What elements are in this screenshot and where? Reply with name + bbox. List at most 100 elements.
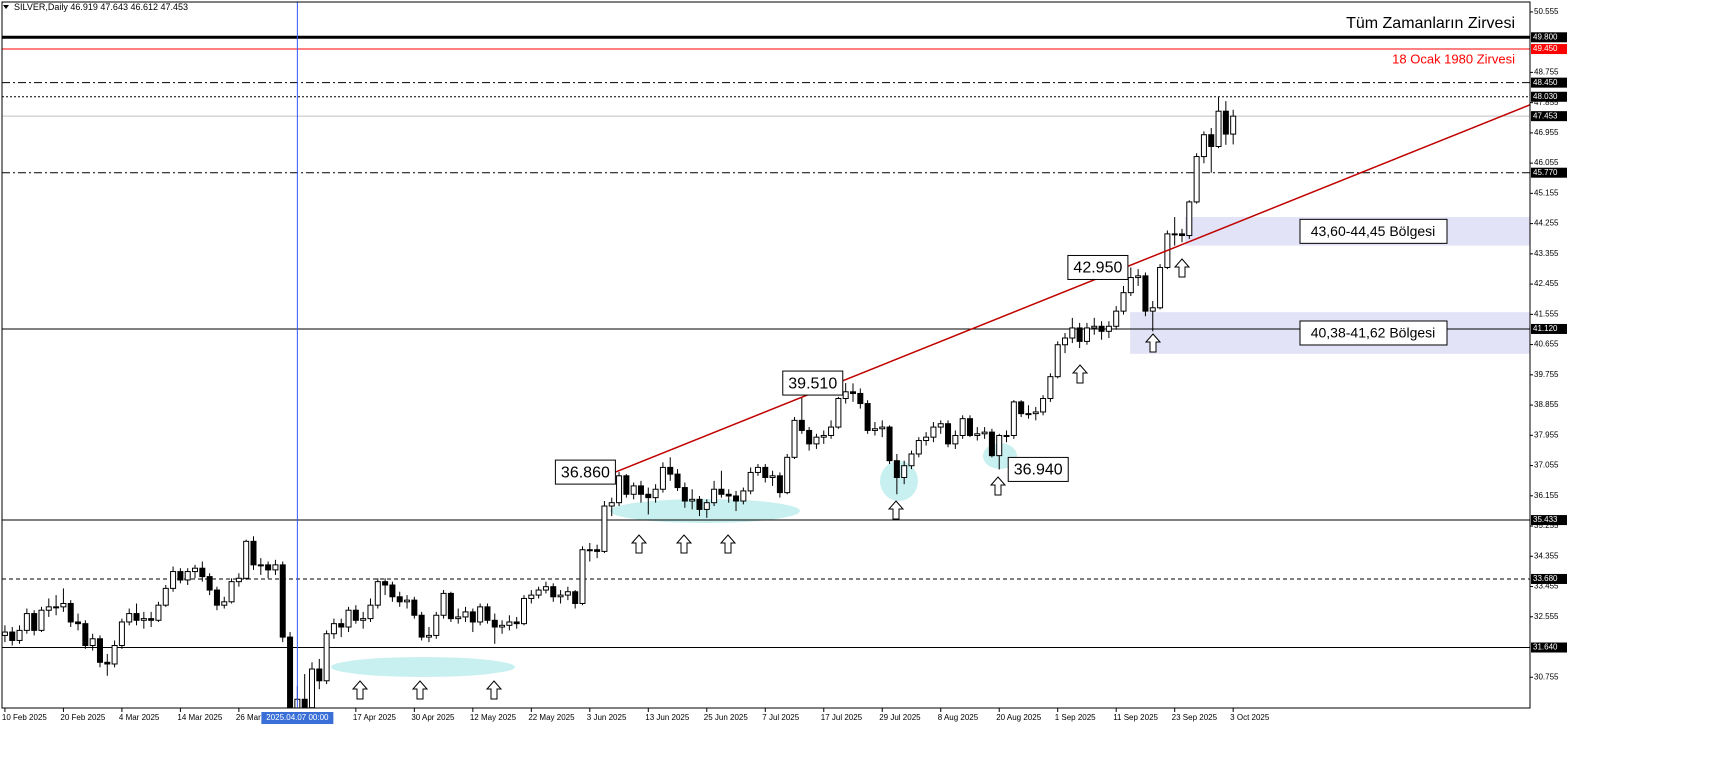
price-annotation-box [1067, 254, 1129, 280]
candle-body [177, 571, 184, 581]
y-tick-label: 38.855 [1534, 400, 1559, 409]
candle-body [952, 434, 959, 445]
symbol-title: SILVER,Daily [14, 2, 68, 12]
y-tick-label: 44.255 [1534, 219, 1559, 228]
cursor-label: 2025.04.07 00:00 [266, 713, 329, 722]
candle-body [1018, 401, 1025, 415]
candle-body [462, 611, 469, 618]
menu-triangle [3, 5, 9, 9]
candle-body [111, 644, 118, 665]
candle-body [696, 498, 703, 510]
candle-body [338, 623, 345, 628]
level-label-bg [1531, 44, 1567, 55]
candle-body [1120, 292, 1127, 312]
candle-body [966, 418, 973, 436]
candle-body [542, 586, 549, 591]
x-tick-label: 7 Jul 2025 [762, 713, 799, 722]
candle-body [945, 423, 952, 445]
x-tick-label: 20 Feb 2025 [60, 713, 105, 722]
candle-body [199, 567, 206, 578]
candle-body [871, 428, 878, 431]
candle-body [616, 475, 623, 504]
candle-body [162, 587, 169, 606]
y-tick-label: 40.655 [1534, 340, 1559, 349]
candle-body [53, 606, 60, 609]
candle-body [404, 599, 411, 603]
level-label-bg [1531, 642, 1567, 653]
candle-body [499, 624, 506, 628]
candle-body [323, 633, 330, 682]
header-open: 46.919 [70, 2, 98, 12]
y-tick-label: 50.555 [1534, 7, 1559, 16]
candle-body [637, 485, 644, 495]
x-tick-label: 3 Oct 2025 [1230, 713, 1270, 722]
candle-body [118, 621, 125, 646]
highlight-ellipse [880, 461, 918, 501]
candle-body [184, 571, 191, 581]
candle-body [330, 623, 337, 635]
candle-body [469, 611, 476, 623]
candle-body [1098, 325, 1105, 332]
header-close: 47.453 [161, 2, 189, 12]
candle-body [287, 636, 294, 708]
overlay-layer: 43,60-44,45 Bölgesi 40,38-41,62 Bölgesi 36… [296, 2, 1531, 708]
candle-body [2, 631, 8, 636]
candle-body [711, 488, 718, 504]
candle-body [1149, 307, 1156, 312]
candle-body [886, 426, 893, 462]
level-label: 49.800 [1533, 32, 1558, 41]
x-tick-label: 1 Sep 2025 [1055, 713, 1096, 722]
candle-body [1208, 134, 1215, 147]
x-tick-label: 4 Mar 2025 [119, 713, 160, 722]
x-tick-label: 29 Jul 2025 [879, 713, 921, 722]
candle-body [1010, 401, 1017, 436]
y-tick-label: 48.755 [1534, 68, 1559, 77]
highlight-ellipse [610, 499, 800, 523]
level-label-bg [1531, 167, 1567, 178]
price-annotation: 42.950 [1073, 260, 1122, 277]
candles-layer [2, 96, 1237, 708]
candle-body [776, 475, 783, 494]
candle-body [250, 540, 257, 566]
y-tick-label: 35.255 [1534, 521, 1559, 530]
x-tick-label: 30 Apr 2025 [411, 713, 455, 722]
level-label: 48.450 [1533, 78, 1558, 87]
candle-body [16, 629, 23, 641]
x-tick-label: 13 Jun 2025 [645, 713, 690, 722]
candle-body [104, 661, 111, 665]
level-label: 31.640 [1533, 643, 1558, 652]
candle-body [447, 592, 454, 620]
y-tick-label: 30.755 [1534, 672, 1559, 681]
candle-body [235, 577, 242, 583]
x-tick-label: 8 Aug 2025 [938, 713, 979, 722]
level-label: 35.433 [1533, 515, 1558, 524]
x-tick-label: 25 Jun 2025 [704, 713, 749, 722]
candle-body [1171, 233, 1178, 236]
candle-body [1069, 327, 1076, 339]
candle-body [762, 466, 769, 478]
candle-body [477, 606, 484, 623]
candle-body [1076, 327, 1083, 342]
candle-body [484, 606, 491, 621]
candle-body [192, 567, 199, 573]
price-annotation: 39.510 [788, 375, 837, 392]
y-tick-label: 34.355 [1534, 551, 1559, 560]
candle-body [850, 391, 857, 394]
x-tick-label: 17 Apr 2025 [353, 713, 397, 722]
candle-body [1003, 434, 1010, 437]
candle-body [221, 601, 228, 606]
candle-body [820, 434, 827, 438]
y-tick-label: 43.355 [1534, 249, 1559, 258]
candle-body [1105, 325, 1112, 332]
candle-body [937, 423, 944, 428]
candle-body [645, 493, 652, 499]
candle-body [89, 638, 96, 646]
level-label-bg [1531, 323, 1567, 334]
level-label: 45.770 [1533, 168, 1558, 177]
y-tick-label: 39.755 [1534, 370, 1559, 379]
candle-body [959, 418, 966, 436]
x-tick-label: 17 Jul 2025 [821, 713, 863, 722]
axis-layer: 50.555 48.755 47.855 46.955 46.055 45.155 44.2… [2, 7, 1567, 724]
candle-body [1135, 275, 1142, 279]
